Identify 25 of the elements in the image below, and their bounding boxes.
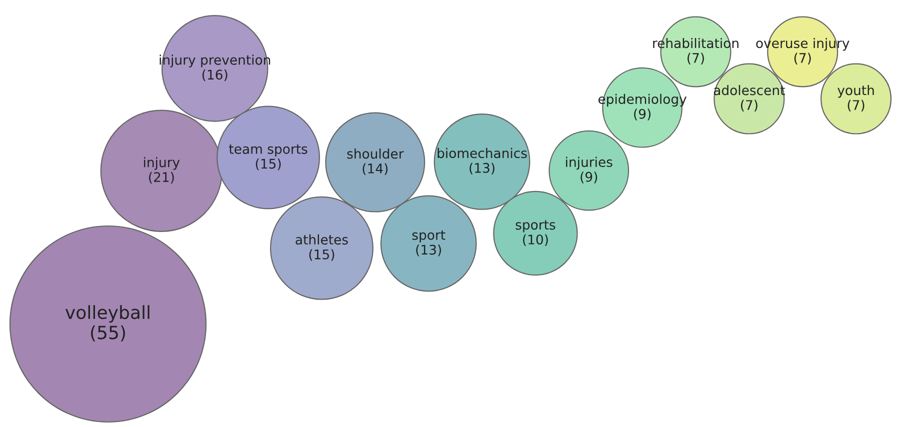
data-label: (10) xyxy=(523,234,548,246)
category-label: volleyball xyxy=(65,305,150,323)
category-label: injury xyxy=(144,157,180,170)
category-label: team sports xyxy=(229,144,308,156)
category-label: sports xyxy=(516,220,556,232)
category-label: biomechanics xyxy=(438,148,527,158)
category-label: youth xyxy=(838,85,874,98)
category-label: injuries xyxy=(566,156,612,170)
data-label: (13) xyxy=(416,244,441,256)
category-label: sport xyxy=(412,230,446,242)
data-label: (16) xyxy=(202,69,228,82)
data-label: (21) xyxy=(149,172,174,184)
data-label: (7) xyxy=(794,52,811,64)
data-label: (14) xyxy=(362,163,388,176)
category-label: athletes xyxy=(296,234,348,245)
data-label: (7) xyxy=(688,52,704,64)
data-label: (15) xyxy=(256,158,281,170)
data-label: (7) xyxy=(740,100,758,112)
data-label: (7) xyxy=(848,100,864,112)
data-label: (55) xyxy=(91,325,125,342)
data-label: (9) xyxy=(634,108,651,120)
data-label: (15) xyxy=(309,249,334,261)
category-label: shoulder xyxy=(347,148,404,159)
data-label: (9) xyxy=(580,172,598,184)
data-label: (13) xyxy=(470,162,494,174)
